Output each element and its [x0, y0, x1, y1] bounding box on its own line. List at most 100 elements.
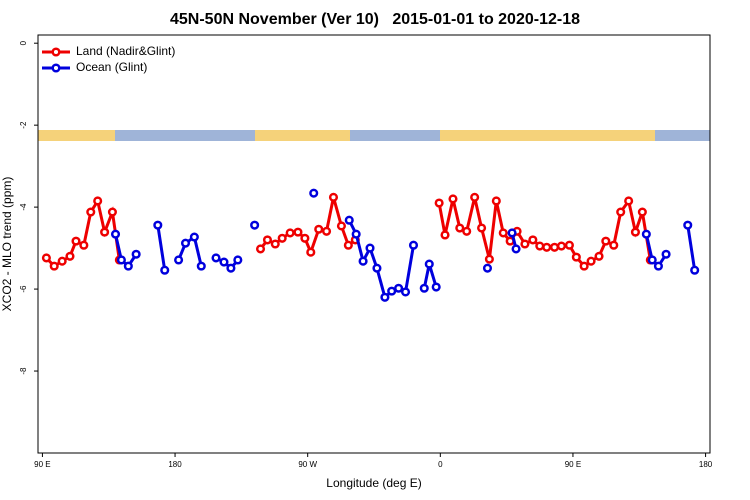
point	[344, 215, 354, 225]
plot-frame	[37, 34, 711, 454]
legend-label: Land (Nadir&Glint)	[76, 44, 175, 58]
point	[351, 229, 361, 239]
land-strip	[38, 130, 710, 141]
point	[630, 227, 640, 237]
x-tick-label: 180	[699, 460, 713, 469]
point	[507, 228, 517, 238]
point	[100, 227, 110, 237]
point	[131, 249, 141, 259]
point	[306, 247, 316, 257]
point	[616, 207, 626, 217]
point	[174, 255, 184, 265]
x-tick-label: 180	[168, 460, 182, 469]
point	[57, 256, 67, 266]
y-tick-label: -2	[19, 121, 28, 129]
point	[579, 261, 589, 271]
land-segment	[255, 130, 350, 141]
point	[321, 226, 332, 236]
point	[226, 263, 236, 273]
point	[564, 240, 574, 250]
legend-marker	[51, 63, 61, 73]
point	[314, 224, 324, 234]
point	[343, 240, 353, 250]
point	[637, 207, 647, 217]
point	[653, 261, 663, 271]
point	[542, 242, 552, 252]
legend-marker	[51, 47, 61, 57]
point	[520, 239, 530, 249]
point	[528, 235, 538, 245]
point	[153, 220, 163, 230]
point	[601, 236, 611, 246]
point	[189, 232, 199, 242]
point	[571, 252, 581, 262]
point	[408, 240, 419, 250]
y-tick-label: 0	[19, 40, 28, 45]
x-tick-label: 90 E	[34, 460, 50, 469]
point	[293, 227, 303, 237]
point	[233, 255, 243, 265]
point	[470, 192, 480, 202]
point	[690, 265, 700, 275]
point	[160, 265, 170, 275]
x-tick-label: 90 E	[565, 460, 581, 469]
point	[380, 292, 390, 302]
point	[387, 286, 397, 296]
point	[196, 261, 206, 271]
point	[431, 282, 441, 292]
y-tick-label: -4	[19, 203, 28, 211]
y-tick-label: -8	[19, 367, 28, 375]
point	[270, 239, 280, 249]
point	[255, 244, 266, 254]
point	[328, 192, 339, 202]
point	[484, 254, 494, 264]
point	[365, 243, 375, 253]
point	[419, 283, 429, 293]
point	[683, 220, 693, 230]
point	[498, 228, 508, 238]
point	[624, 196, 634, 206]
point	[440, 230, 450, 240]
point	[41, 253, 51, 263]
point	[336, 221, 346, 231]
point	[394, 283, 404, 293]
point	[455, 223, 465, 233]
point	[661, 249, 671, 259]
point	[262, 235, 273, 245]
point	[93, 196, 103, 206]
ocean-segment	[350, 130, 440, 141]
point	[535, 241, 545, 251]
point	[65, 251, 75, 261]
point	[594, 251, 604, 261]
point	[511, 244, 521, 254]
point	[424, 259, 434, 269]
land-segment	[440, 130, 655, 141]
point	[448, 194, 458, 204]
point	[71, 236, 81, 246]
ocean-segment	[655, 130, 710, 141]
point	[482, 263, 493, 273]
x-tick-label: 0	[438, 460, 443, 469]
point	[211, 253, 221, 263]
point	[110, 229, 121, 239]
point	[400, 287, 411, 297]
land-segment	[38, 130, 115, 141]
point	[86, 207, 96, 217]
point	[79, 240, 89, 250]
point	[556, 241, 567, 251]
point	[358, 256, 368, 266]
point	[491, 196, 501, 206]
point	[647, 255, 657, 265]
point	[309, 188, 319, 198]
point	[123, 261, 133, 271]
point	[609, 240, 619, 250]
point	[250, 220, 260, 230]
y-axis-label: XCO2 - MLO trend (ppm)	[0, 177, 14, 312]
point	[285, 228, 295, 238]
point	[434, 198, 444, 208]
point	[49, 261, 59, 271]
point	[477, 223, 487, 233]
point	[219, 257, 229, 267]
